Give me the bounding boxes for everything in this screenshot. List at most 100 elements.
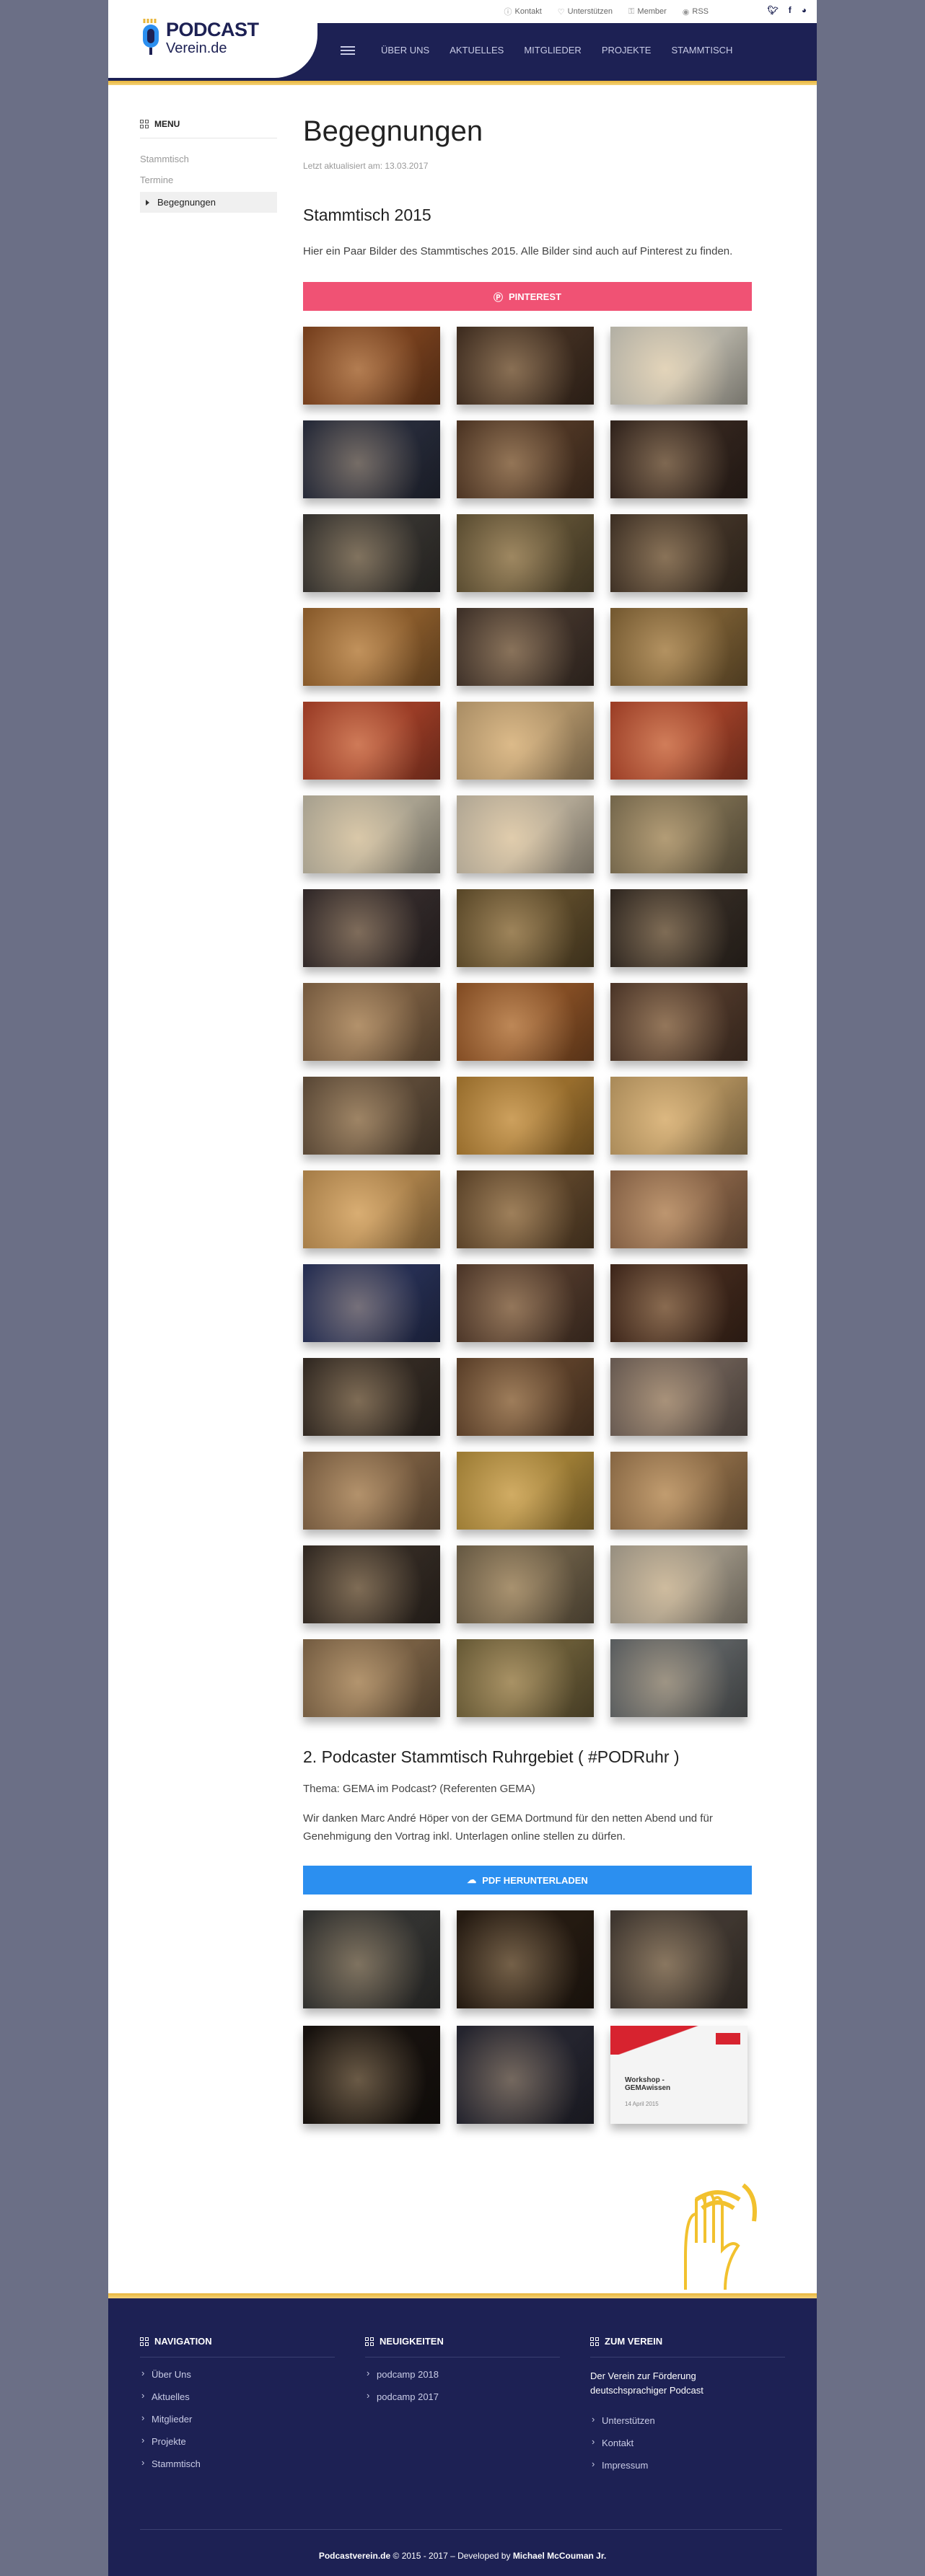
footer-link-ueber-uns[interactable]: Über Uns [140,2362,335,2384]
photo-thumbnail[interactable] [610,983,748,1061]
photo-thumbnail[interactable] [303,1170,440,1248]
photo-thumbnail[interactable] [610,1264,748,1342]
main-menu: ÜBER UNS AKTUELLES MITGLIEDER PROJEKTE S… [341,45,732,56]
page: ⓘ Kontakt ♡ Unterstützen ⚿ Member ◉ RSS 🐦︎ f… [108,0,817,2576]
pinterest-button[interactable]: ⓟ PINTEREST [303,282,752,311]
photo-thumbnail[interactable] [457,420,594,498]
photo-thumbnail[interactable] [303,983,440,1061]
logo[interactable]: PODCAST Verein.de [108,0,317,78]
toplink-label: Member [637,7,667,16]
nav-projekte[interactable]: PROJEKTE [601,45,652,56]
photo-thumbnail[interactable] [303,702,440,780]
photo-shading [303,514,440,592]
photo-thumbnail[interactable] [303,514,440,592]
copyright-author[interactable]: Michael McCouman Jr. [512,2551,607,2561]
footer-news-header: NEUIGKEITEN [365,2336,560,2357]
photo-thumbnail[interactable] [457,514,594,592]
photo-thumbnail[interactable] [457,1170,594,1248]
top-links: ⓘ Kontakt ♡ Unterstützen ⚿ Member ◉ RSS [504,6,709,17]
footer-link-kontakt[interactable]: Kontakt [590,2430,785,2453]
footer-link-unterstuetzen[interactable]: Unterstützen [590,2408,785,2430]
photo-thumbnail[interactable] [457,795,594,873]
section-topic: Thema: GEMA im Podcast? (Referenten GEMA… [303,1783,535,1795]
footer-link-projekte[interactable]: Projekte [140,2429,335,2451]
toplink-unterstuetzen[interactable]: ♡ Unterstützen [558,6,613,17]
footer-link-aktuelles[interactable]: Aktuelles [140,2384,335,2407]
photo-thumbnail[interactable] [303,1639,440,1717]
photo-thumbnail[interactable]: Workshop - GEMAwissen 14 April 2015 [610,2026,748,2124]
photo-thumbnail[interactable] [303,1077,440,1155]
photo-thumbnail[interactable] [303,1358,440,1436]
photo-shading [457,2026,594,2124]
photo-thumbnail[interactable] [457,2026,594,2124]
photo-shading [303,702,440,780]
photo-thumbnail[interactable] [303,1452,440,1530]
photo-thumbnail[interactable] [457,889,594,967]
photo-thumbnail[interactable] [610,514,748,592]
photo-shading [457,327,594,405]
photo-thumbnail[interactable] [610,795,748,873]
photo-thumbnail[interactable] [457,608,594,686]
photo-thumbnail[interactable] [610,1077,748,1155]
photo-thumbnail[interactable] [610,420,748,498]
photo-thumbnail[interactable] [457,1639,594,1717]
twitter-icon[interactable]: 🐦︎ [767,5,779,15]
slide-date: 14 April 2015 [625,2101,659,2107]
photo-shading [610,1358,748,1436]
photo-shading [303,327,440,405]
photo-thumbnail[interactable] [457,1077,594,1155]
nav-ueber-uns[interactable]: ÜBER UNS [381,45,430,56]
photo-thumbnail[interactable] [610,1358,748,1436]
photo-thumbnail[interactable] [610,1545,748,1623]
photo-shading [457,1170,594,1248]
photo-thumbnail[interactable] [303,1910,440,2008]
nav-stammtisch[interactable]: STAMMTISCH [671,45,733,56]
toplink-kontakt[interactable]: ⓘ Kontakt [504,6,541,17]
photo-thumbnail[interactable] [457,983,594,1061]
footer-link-mitglieder[interactable]: Mitglieder [140,2407,335,2429]
photo-thumbnail[interactable] [303,608,440,686]
photo-thumbnail[interactable] [610,702,748,780]
photo-thumbnail[interactable] [610,1639,748,1717]
photo-thumbnail[interactable] [457,327,594,405]
photo-thumbnail[interactable] [457,1358,594,1436]
photo-shading [610,1452,748,1530]
photo-thumbnail[interactable] [610,1452,748,1530]
photo-thumbnail[interactable] [303,1264,440,1342]
photo-thumbnail[interactable] [303,2026,440,2124]
photo-thumbnail[interactable] [303,889,440,967]
pdf-download-button[interactable]: ☁ PDF HERUNTERLADEN [303,1866,752,1894]
github-icon[interactable]: ◕ [801,5,807,15]
nav-mitglieder[interactable]: MITGLIEDER [524,45,582,56]
photo-thumbnail[interactable] [457,1452,594,1530]
footer-link-impressum[interactable]: Impressum [590,2453,785,2475]
photo-thumbnail[interactable] [303,327,440,405]
toplink-member[interactable]: ⚿ Member [628,6,667,17]
footer: NAVIGATION Über Uns Aktuelles Mitglieder… [108,2298,817,2576]
photo-thumbnail[interactable] [303,795,440,873]
photo-thumbnail[interactable] [610,327,748,405]
photo-thumbnail[interactable] [303,1545,440,1623]
sidebar-item-termine[interactable]: Termine [140,175,174,185]
photo-thumbnail[interactable] [610,1170,748,1248]
rss-icon: ◉ [682,7,690,17]
facebook-icon[interactable]: f [788,5,792,15]
photo-thumbnail[interactable] [610,889,748,967]
photo-thumbnail[interactable] [457,702,594,780]
sidebar-item-stammtisch[interactable]: Stammtisch [140,154,189,164]
nav-aktuelles[interactable]: AKTUELLES [450,45,504,56]
photo-thumbnail[interactable] [457,1545,594,1623]
photo-thumbnail[interactable] [303,420,440,498]
copyright-site[interactable]: Podcastverein.de [318,2551,391,2561]
footer-link-stammtisch[interactable]: Stammtisch [140,2451,335,2474]
sidebar-title: MENU [154,119,180,129]
footer-link-podcamp-2017[interactable]: podcamp 2017 [365,2384,560,2407]
footer-link-podcamp-2018[interactable]: podcamp 2018 [365,2362,560,2384]
photo-thumbnail[interactable] [610,1910,748,2008]
hamburger-icon[interactable] [341,45,355,55]
photo-thumbnail[interactable] [610,608,748,686]
sidebar-item-begegnungen[interactable]: Begegnungen [140,192,277,213]
toplink-rss[interactable]: ◉ RSS [683,6,709,17]
photo-thumbnail[interactable] [457,1910,594,2008]
photo-thumbnail[interactable] [457,1264,594,1342]
